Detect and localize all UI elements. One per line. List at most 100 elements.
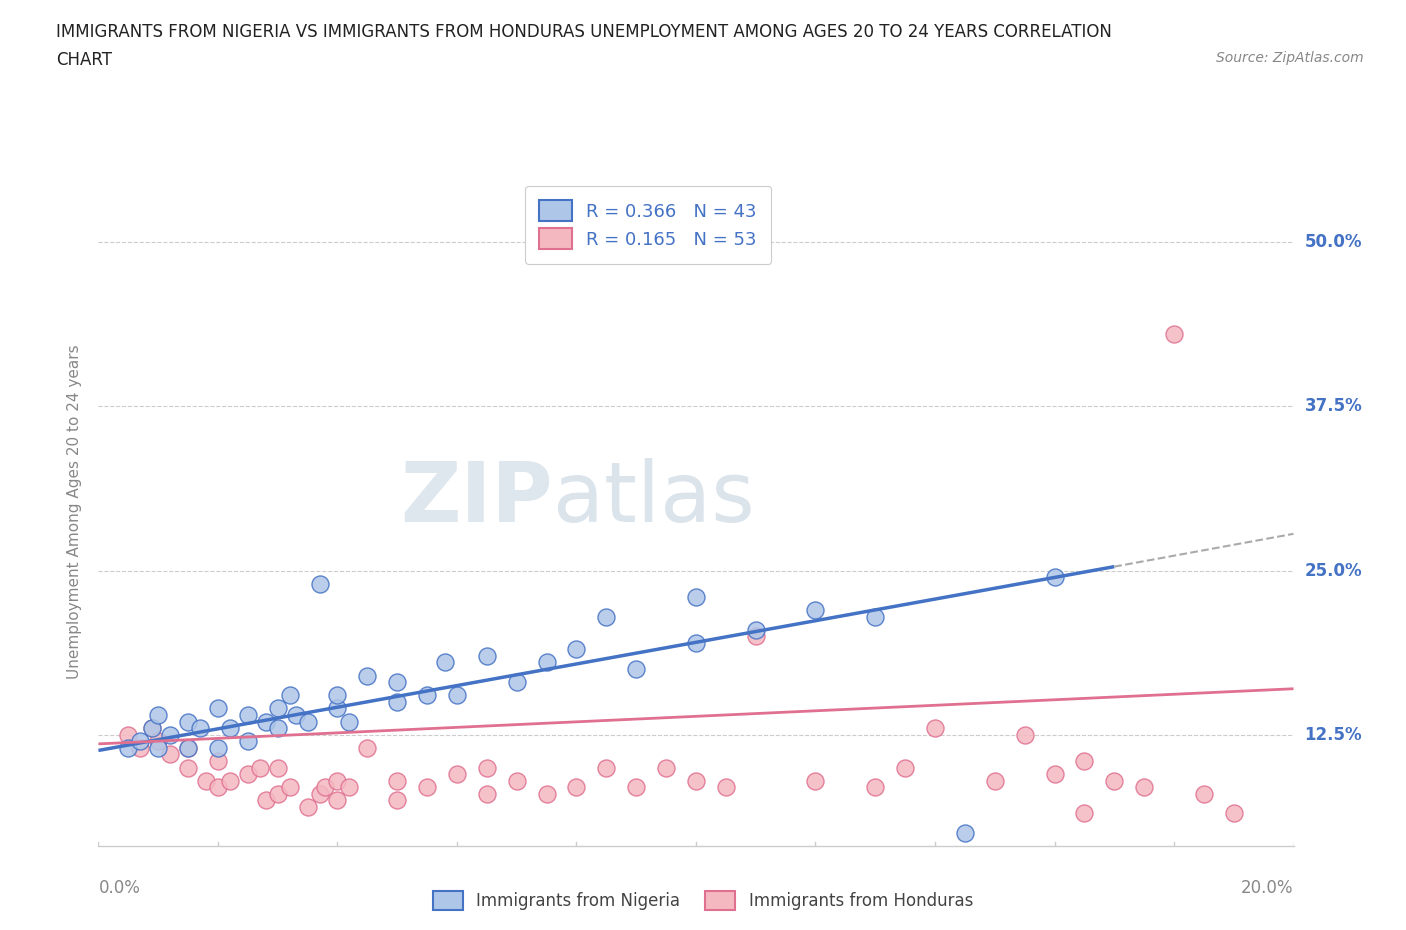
Point bbox=[315, 779, 337, 794]
Point bbox=[177, 740, 200, 755]
Point bbox=[506, 773, 529, 788]
Point bbox=[284, 708, 307, 723]
Y-axis label: Unemployment Among Ages 20 to 24 years: Unemployment Among Ages 20 to 24 years bbox=[67, 344, 83, 679]
Point bbox=[207, 740, 229, 755]
Point bbox=[804, 603, 827, 618]
Point bbox=[745, 629, 768, 644]
Point bbox=[267, 787, 290, 802]
Point bbox=[894, 760, 917, 775]
Point bbox=[1133, 779, 1156, 794]
Point bbox=[434, 655, 457, 670]
Text: Source: ZipAtlas.com: Source: ZipAtlas.com bbox=[1216, 51, 1364, 65]
Text: CHART: CHART bbox=[56, 51, 112, 69]
Point bbox=[267, 760, 290, 775]
Point bbox=[385, 695, 409, 710]
Point bbox=[1014, 727, 1036, 742]
Text: IMMIGRANTS FROM NIGERIA VS IMMIGRANTS FROM HONDURAS UNEMPLOYMENT AMONG AGES 20 T: IMMIGRANTS FROM NIGERIA VS IMMIGRANTS FR… bbox=[56, 23, 1112, 41]
Point bbox=[1043, 570, 1066, 585]
Point bbox=[254, 714, 277, 729]
Point bbox=[219, 721, 242, 736]
Point bbox=[159, 727, 181, 742]
Point bbox=[207, 779, 229, 794]
Point bbox=[148, 708, 170, 723]
Point bbox=[385, 675, 409, 690]
Point bbox=[267, 721, 290, 736]
Point bbox=[207, 753, 229, 768]
Point bbox=[1163, 326, 1185, 341]
Point bbox=[148, 734, 170, 749]
Point bbox=[624, 779, 647, 794]
Text: 37.5%: 37.5% bbox=[1305, 397, 1362, 416]
Point bbox=[1223, 806, 1246, 821]
Point bbox=[267, 701, 290, 716]
Text: 0.0%: 0.0% bbox=[98, 879, 141, 897]
Point bbox=[983, 773, 1005, 788]
Point bbox=[159, 747, 181, 762]
Point bbox=[804, 773, 827, 788]
Text: ZIP: ZIP bbox=[401, 458, 553, 538]
Point bbox=[177, 740, 200, 755]
Point bbox=[326, 688, 349, 703]
Text: 20.0%: 20.0% bbox=[1241, 879, 1294, 897]
Point bbox=[953, 826, 976, 841]
Point bbox=[308, 787, 330, 802]
Point bbox=[685, 590, 707, 604]
Point bbox=[297, 800, 319, 815]
Point bbox=[117, 740, 139, 755]
Point bbox=[1192, 787, 1215, 802]
Point bbox=[565, 779, 588, 794]
Point bbox=[249, 760, 271, 775]
Point bbox=[207, 701, 229, 716]
Point bbox=[865, 609, 887, 624]
Point bbox=[339, 714, 360, 729]
Point bbox=[141, 721, 163, 736]
Point bbox=[446, 688, 468, 703]
Point bbox=[655, 760, 678, 775]
Point bbox=[219, 773, 242, 788]
Point bbox=[565, 642, 588, 657]
Point bbox=[236, 708, 259, 723]
Text: 25.0%: 25.0% bbox=[1305, 562, 1362, 579]
Point bbox=[595, 609, 617, 624]
Point bbox=[326, 793, 349, 808]
Point bbox=[194, 773, 218, 788]
Legend: Immigrants from Nigeria, Immigrants from Honduras: Immigrants from Nigeria, Immigrants from… bbox=[426, 884, 980, 917]
Text: atlas: atlas bbox=[553, 458, 754, 538]
Point bbox=[446, 766, 468, 781]
Point bbox=[416, 688, 439, 703]
Point bbox=[188, 721, 211, 736]
Point bbox=[685, 635, 707, 650]
Text: 50.0%: 50.0% bbox=[1305, 233, 1362, 251]
Point bbox=[339, 779, 360, 794]
Point bbox=[475, 760, 498, 775]
Point bbox=[177, 760, 200, 775]
Point bbox=[326, 701, 349, 716]
Legend: R = 0.366   N = 43, R = 0.165   N = 53: R = 0.366 N = 43, R = 0.165 N = 53 bbox=[524, 186, 772, 263]
Point bbox=[595, 760, 617, 775]
Point bbox=[1043, 766, 1066, 781]
Point bbox=[745, 622, 768, 637]
Point bbox=[1073, 806, 1095, 821]
Point bbox=[326, 773, 349, 788]
Point bbox=[924, 721, 946, 736]
Point bbox=[254, 793, 277, 808]
Point bbox=[624, 661, 647, 676]
Point bbox=[1073, 753, 1095, 768]
Point bbox=[536, 655, 558, 670]
Point bbox=[385, 773, 409, 788]
Point bbox=[356, 740, 378, 755]
Point bbox=[356, 668, 378, 683]
Point bbox=[148, 740, 170, 755]
Point bbox=[117, 727, 139, 742]
Point bbox=[536, 787, 558, 802]
Point bbox=[278, 779, 301, 794]
Point bbox=[685, 773, 707, 788]
Point bbox=[297, 714, 319, 729]
Point bbox=[236, 766, 259, 781]
Point bbox=[278, 688, 301, 703]
Point bbox=[141, 721, 163, 736]
Point bbox=[308, 577, 330, 591]
Text: 12.5%: 12.5% bbox=[1305, 725, 1362, 744]
Point bbox=[714, 779, 737, 794]
Point bbox=[129, 734, 152, 749]
